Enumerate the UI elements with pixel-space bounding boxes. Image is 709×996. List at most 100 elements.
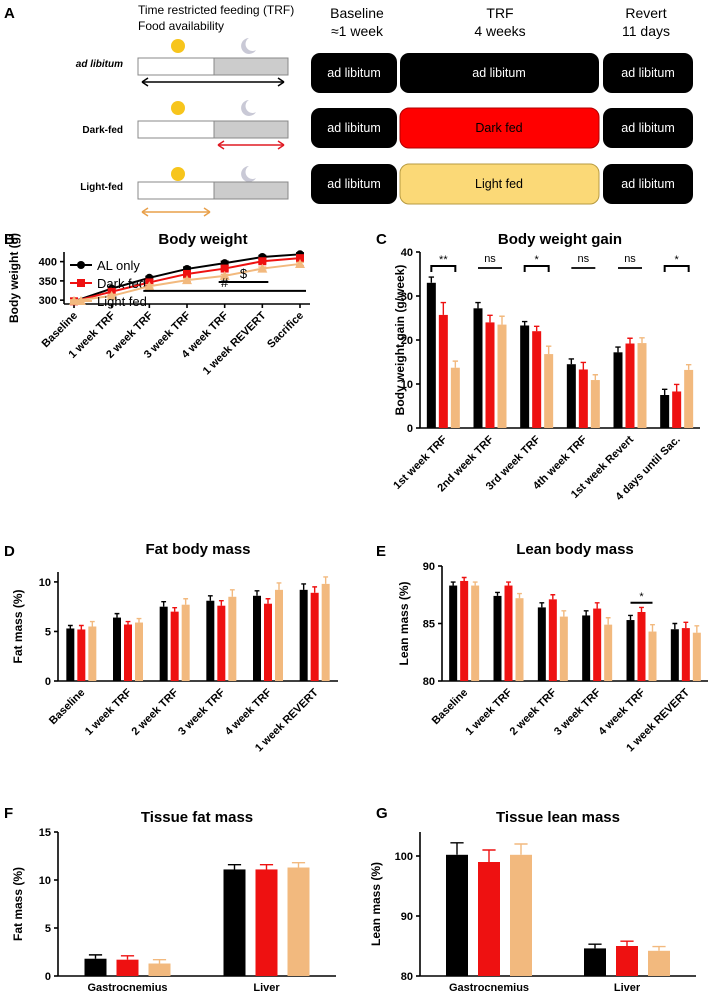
error-bar xyxy=(683,621,689,629)
legend-marker xyxy=(76,296,86,305)
error-bar xyxy=(639,337,645,344)
point-light-fed xyxy=(182,275,192,285)
significance-bracket xyxy=(523,265,550,272)
bar-dark-fed xyxy=(485,322,495,428)
bar-dark-fed xyxy=(532,331,542,428)
error-bar xyxy=(539,602,545,608)
phase-revert-name: Revert xyxy=(625,5,666,21)
bar-light-fed xyxy=(275,589,283,681)
legend-label: Light fed xyxy=(97,294,147,309)
error-bar xyxy=(183,598,189,605)
error-bar xyxy=(550,594,556,600)
y-tick-label: 350 xyxy=(39,276,57,288)
bar-al-only xyxy=(113,617,121,681)
y-tick-label: 10 xyxy=(39,875,51,887)
x-tick-label: Baseline xyxy=(430,687,470,727)
bar-al-only xyxy=(566,364,576,428)
y-tick-label: 10 xyxy=(39,577,51,589)
y-tick-label: 80 xyxy=(401,971,413,983)
point-light-fed xyxy=(295,258,305,268)
bar-dark-fed xyxy=(504,585,513,681)
pill-baseline xyxy=(311,164,397,204)
y-axis-label: Lean mass (%) xyxy=(397,581,411,665)
error-bar xyxy=(482,849,496,862)
panel-f-tissue-fat-chart: F Tissue fat mass 0 5 10 15 Fat mass (%) Gastro… xyxy=(4,805,336,994)
error-bar xyxy=(650,623,655,632)
night-bar xyxy=(213,57,289,76)
error-bar xyxy=(661,388,668,395)
row-label-ad-libitum: ad libitum xyxy=(76,59,123,70)
legend-label: AL only xyxy=(97,258,140,273)
error-bar xyxy=(506,581,511,586)
panel-label: G xyxy=(376,805,388,822)
error-bar xyxy=(259,863,274,870)
moon-icon xyxy=(241,100,256,116)
pill-trf xyxy=(399,163,600,205)
schematic-dark-fed xyxy=(137,100,289,150)
bar-al-only xyxy=(66,628,75,681)
y-tick-label: 300 xyxy=(39,295,57,307)
legend-marker xyxy=(77,279,85,287)
bar-light-fed xyxy=(148,963,171,976)
bar-dark-fed xyxy=(478,862,500,976)
chart-title: Lean body mass xyxy=(516,541,634,558)
chart-title: Tissue fat mass xyxy=(141,809,253,826)
chart-title: Body weight xyxy=(158,231,247,248)
pill-baseline-label: ad libitum xyxy=(327,121,381,135)
y-tick-label: 40 xyxy=(401,247,413,259)
error-bar xyxy=(533,325,540,332)
bar-dark-fed xyxy=(124,624,132,681)
phase-trf-name: TRF xyxy=(486,5,513,21)
bar-dark-fed xyxy=(170,611,179,681)
bar-light-fed xyxy=(88,626,97,681)
error-bar xyxy=(685,363,692,370)
legend-label: Dark fed xyxy=(97,276,146,291)
night-bar xyxy=(213,120,289,139)
error-bar xyxy=(580,361,587,370)
bar-light-fed xyxy=(450,367,460,428)
sun-icon xyxy=(171,167,185,181)
bar-light-fed xyxy=(135,622,143,681)
error-bar xyxy=(672,622,678,630)
panel-label: D xyxy=(4,543,15,560)
bar-dark-fed xyxy=(625,343,635,428)
bar-light-fed xyxy=(287,867,310,976)
bar-al-only xyxy=(84,958,107,976)
x-tick-label: Gastrocnemius xyxy=(87,982,167,994)
error-bar xyxy=(172,606,178,612)
error-bar xyxy=(78,624,84,630)
night-bar xyxy=(213,181,289,200)
day-bar xyxy=(137,181,215,200)
bar-light-fed xyxy=(648,631,657,681)
error-bar xyxy=(561,610,567,617)
y-axis-label: Lean mass (%) xyxy=(369,862,383,946)
significance-label: * xyxy=(675,254,680,266)
significance-label: ns xyxy=(484,253,496,265)
y-axis-label: Body weight gain (g/week) xyxy=(393,265,407,416)
bar-al-only xyxy=(206,600,215,681)
pill-baseline xyxy=(311,108,397,148)
error-bar xyxy=(615,346,621,353)
error-bar xyxy=(472,581,478,586)
bar-al-only xyxy=(299,589,308,681)
point-light-fed xyxy=(219,270,230,280)
y-axis-label: Fat mass (%) xyxy=(11,589,25,663)
panel-d-fat-mass-chart: D Fat body mass 0 5 10 Fat mass (%) Baseline1 … xyxy=(4,541,338,754)
bar-dark-fed xyxy=(217,605,226,681)
point-dark-fed xyxy=(183,269,191,278)
x-tick-label: 2 week TRF xyxy=(130,686,181,737)
error-bar xyxy=(639,606,644,612)
sun-icon xyxy=(171,101,185,115)
error-bar xyxy=(499,315,505,325)
error-bar xyxy=(545,345,552,355)
point-light-fed xyxy=(257,263,268,273)
bar-dark-fed xyxy=(637,612,646,681)
x-tick-label: Gastrocnemius xyxy=(449,982,529,994)
phase-trf-duration: 4 weeks xyxy=(474,23,525,39)
significance-bracket xyxy=(430,265,457,272)
y-tick-label: 5 xyxy=(45,923,51,935)
pill-revert xyxy=(603,108,693,148)
chart-title: Body weight gain xyxy=(498,231,622,248)
bar-dark-fed xyxy=(460,580,469,681)
